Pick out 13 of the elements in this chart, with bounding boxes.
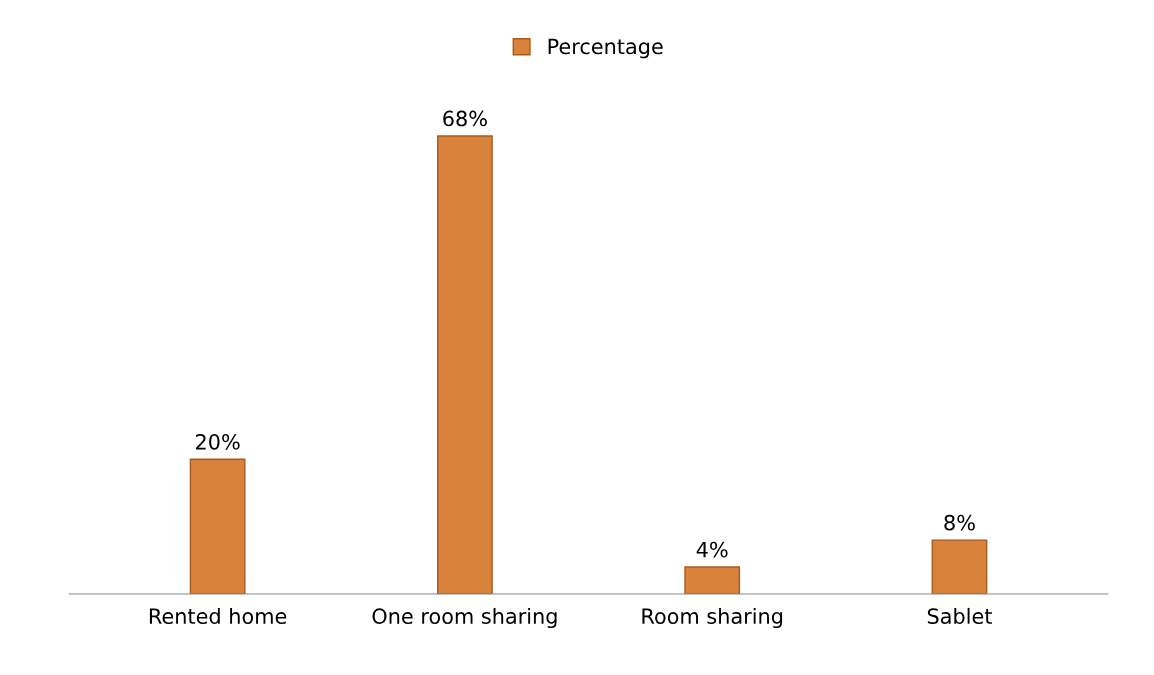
- x-tick-label: One room sharing: [372, 607, 557, 629]
- bar: [189, 458, 246, 594]
- x-tick-label: Room sharing: [642, 607, 783, 629]
- data-label: 4%: [696, 541, 728, 558]
- bar: [437, 135, 493, 594]
- data-label: 8%: [944, 514, 975, 531]
- legend-label: Percentage: [548, 38, 663, 59]
- x-tick-label: Rented home: [149, 607, 287, 625]
- data-label: 20%: [195, 433, 240, 450]
- bar: [931, 539, 988, 594]
- bar: [684, 566, 741, 594]
- x-tick-label: Sablet: [927, 607, 992, 625]
- data-label: 68%: [443, 110, 487, 127]
